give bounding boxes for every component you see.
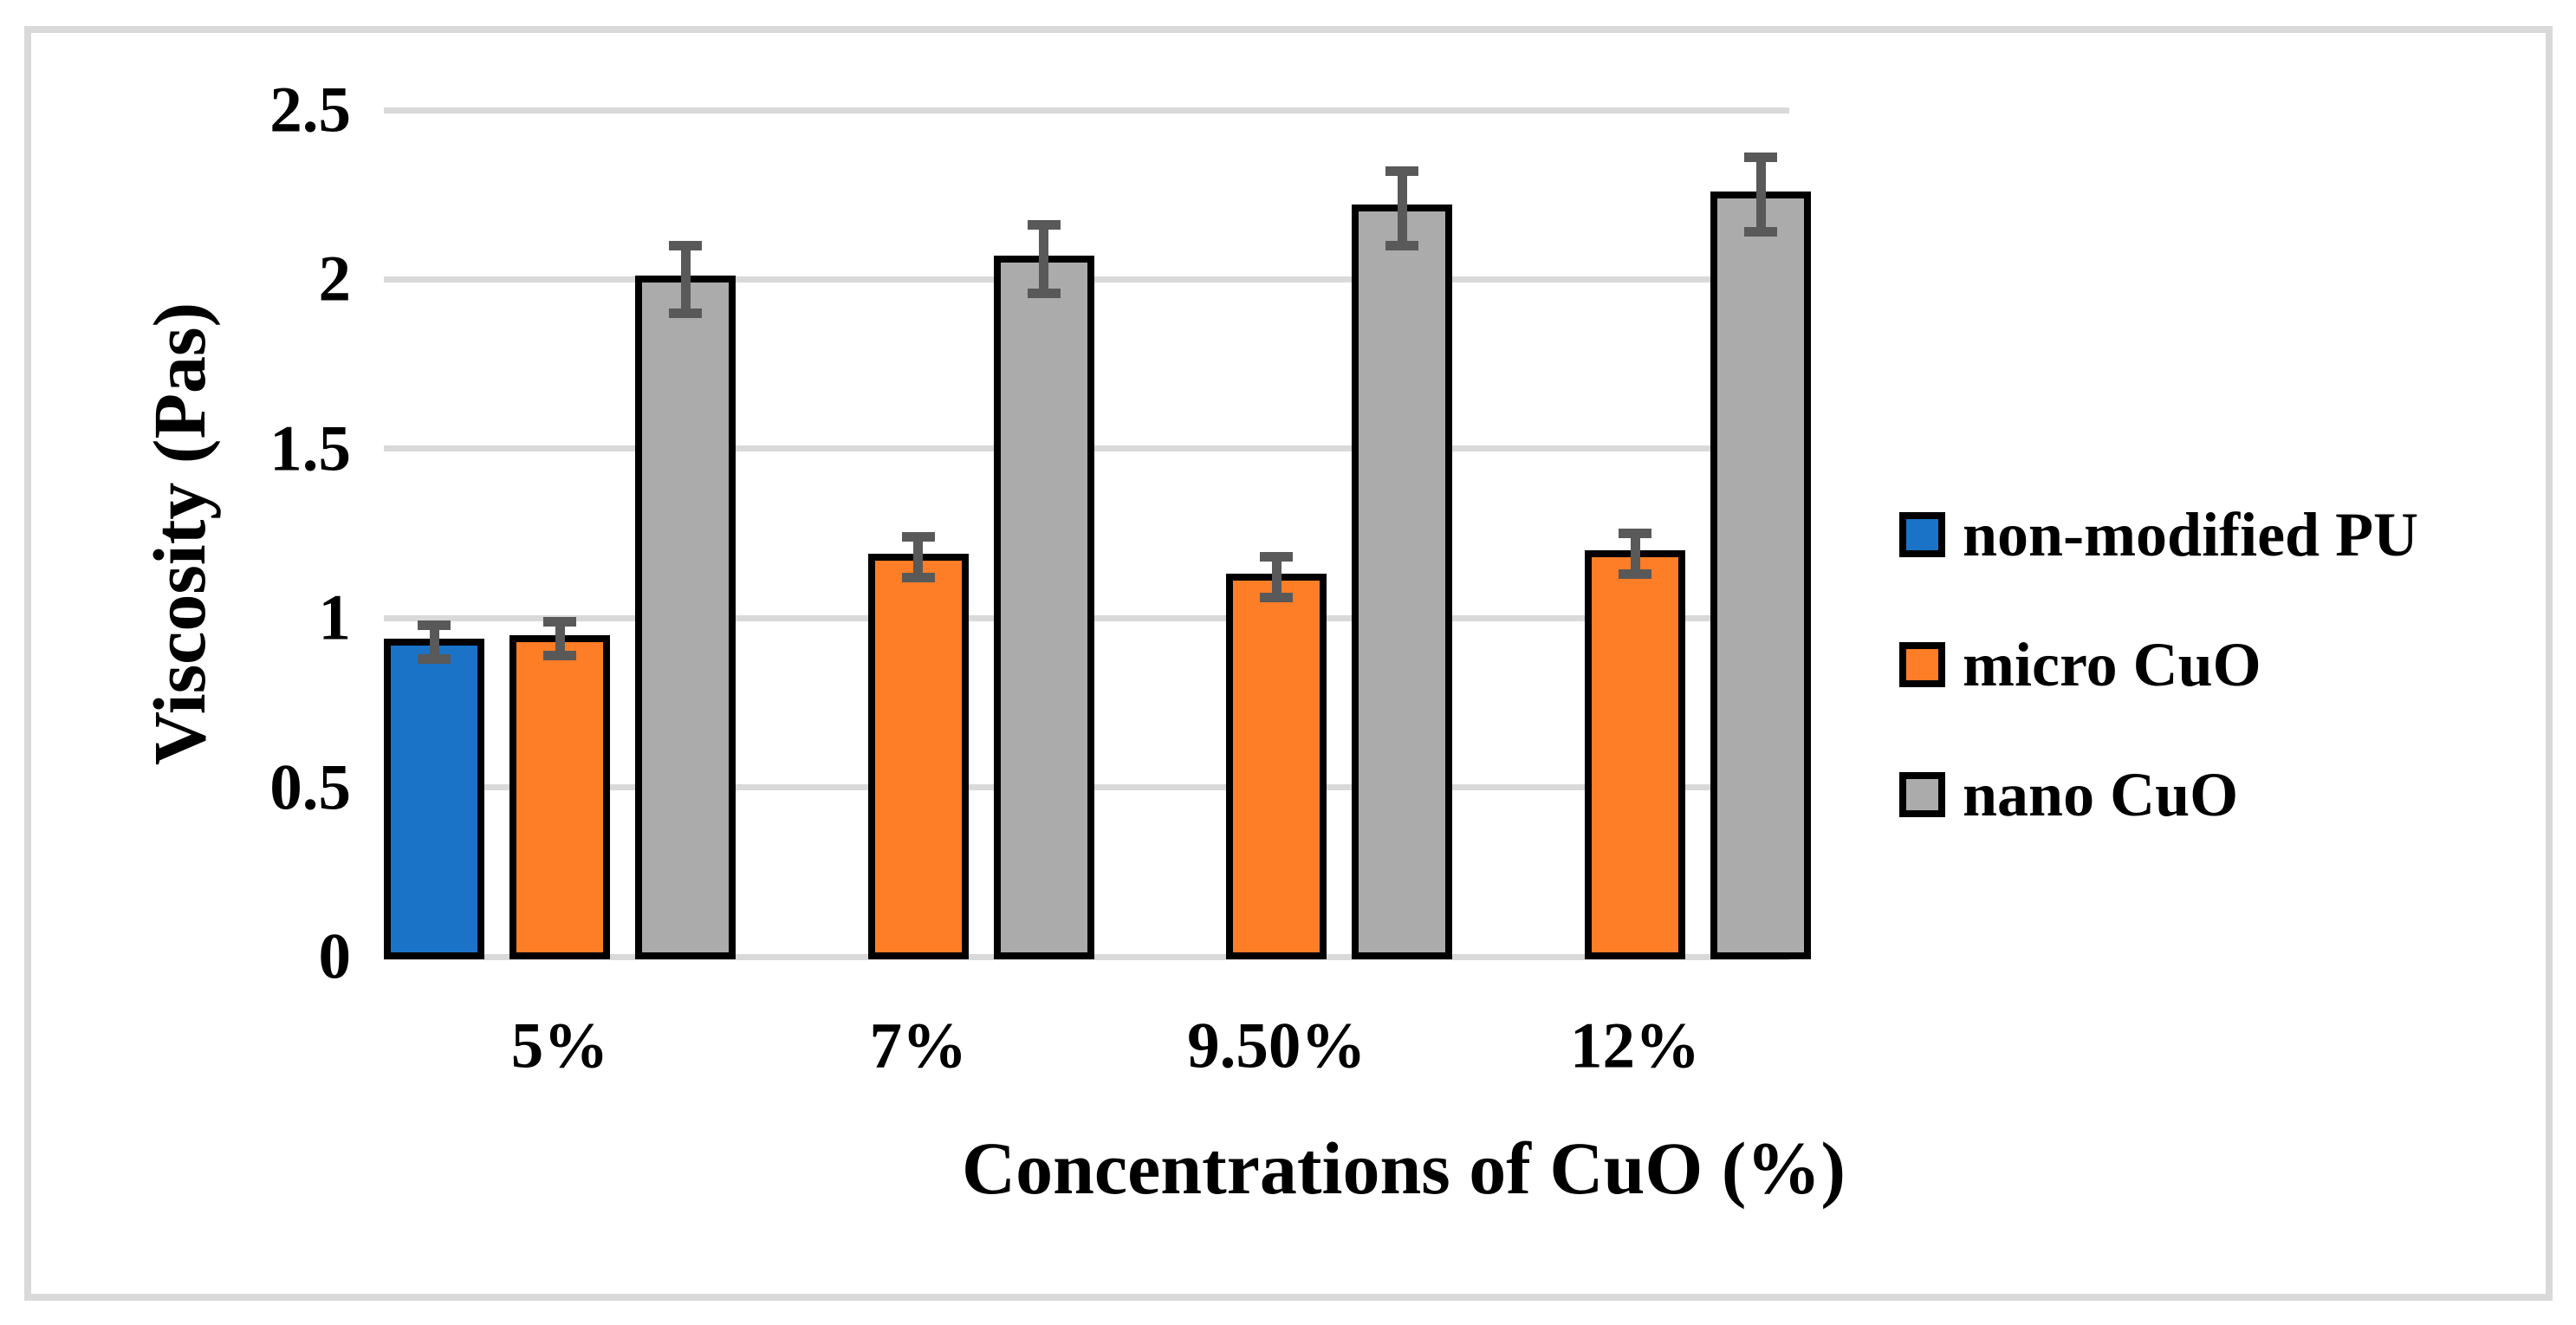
error-bar — [1755, 157, 1766, 232]
y-tick-label: 1 — [318, 581, 352, 654]
error-bar — [1630, 533, 1640, 575]
error-bar-cap — [1027, 288, 1061, 298]
gridline — [384, 107, 1789, 114]
error-bar-cap — [543, 650, 576, 660]
error-bar-cap — [1260, 552, 1294, 562]
error-bar-cap — [1385, 166, 1419, 176]
bar-micro-cuo-12% — [1585, 549, 1685, 959]
error-bar-cap — [1744, 227, 1777, 237]
y-axis-title: Viscosity (Pas) — [138, 302, 221, 766]
error-bar-cap — [669, 240, 702, 250]
y-tick-label: 1.5 — [269, 412, 351, 485]
y-tick-label: 0 — [318, 920, 352, 993]
x-category-label: 7% — [869, 1010, 967, 1082]
x-category-label: 12% — [1570, 1010, 1700, 1082]
bar-nano-cuo-9.50% — [1352, 205, 1453, 959]
legend-label: micro CuO — [1963, 630, 2261, 699]
error-bar — [913, 536, 924, 578]
error-bar-cap — [901, 572, 935, 582]
bar-non-modified-pu-5% — [384, 638, 484, 959]
error-bar — [555, 621, 565, 656]
x-axis-title: Concentrations of CuO (%) — [962, 1127, 1846, 1210]
bar-nano-cuo-7% — [993, 255, 1094, 959]
x-category-label: 9.50% — [1187, 1010, 1366, 1082]
error-bar-cap — [1619, 529, 1651, 538]
figure-border — [24, 26, 2553, 1301]
error-bar-cap — [1744, 153, 1777, 163]
error-bar-cap — [1619, 568, 1651, 579]
bar-nano-cuo-5% — [635, 276, 736, 959]
error-bar-cap — [669, 308, 702, 318]
legend-swatch-icon — [1899, 642, 1945, 687]
error-bar-cap — [418, 653, 451, 664]
error-bar-cap — [543, 616, 576, 627]
error-bar — [680, 245, 691, 314]
y-tick-label: 2 — [318, 243, 352, 315]
error-bar-cap — [901, 531, 935, 542]
error-bar — [1271, 556, 1282, 598]
error-bar — [1397, 171, 1407, 246]
y-tick-label: 0.5 — [269, 751, 351, 824]
bar-micro-cuo-5% — [509, 634, 610, 959]
y-tick-label: 2.5 — [269, 74, 351, 146]
x-category-label: 5% — [510, 1010, 609, 1082]
error-bar-cap — [1027, 220, 1061, 231]
error-bar-cap — [1260, 593, 1294, 603]
legend-swatch-icon — [1899, 772, 1945, 817]
error-bar — [429, 625, 439, 659]
bar-nano-cuo-12% — [1710, 191, 1811, 959]
bar-micro-cuo-9.50% — [1226, 574, 1327, 959]
error-bar-cap — [418, 620, 451, 630]
error-bar — [1039, 224, 1049, 294]
legend-label: nano CuO — [1963, 760, 2239, 829]
bar-micro-cuo-7% — [867, 553, 969, 959]
error-bar-cap — [1385, 240, 1419, 250]
legend-label: non-modified PU — [1963, 500, 2419, 569]
legend-swatch-icon — [1899, 512, 1945, 557]
